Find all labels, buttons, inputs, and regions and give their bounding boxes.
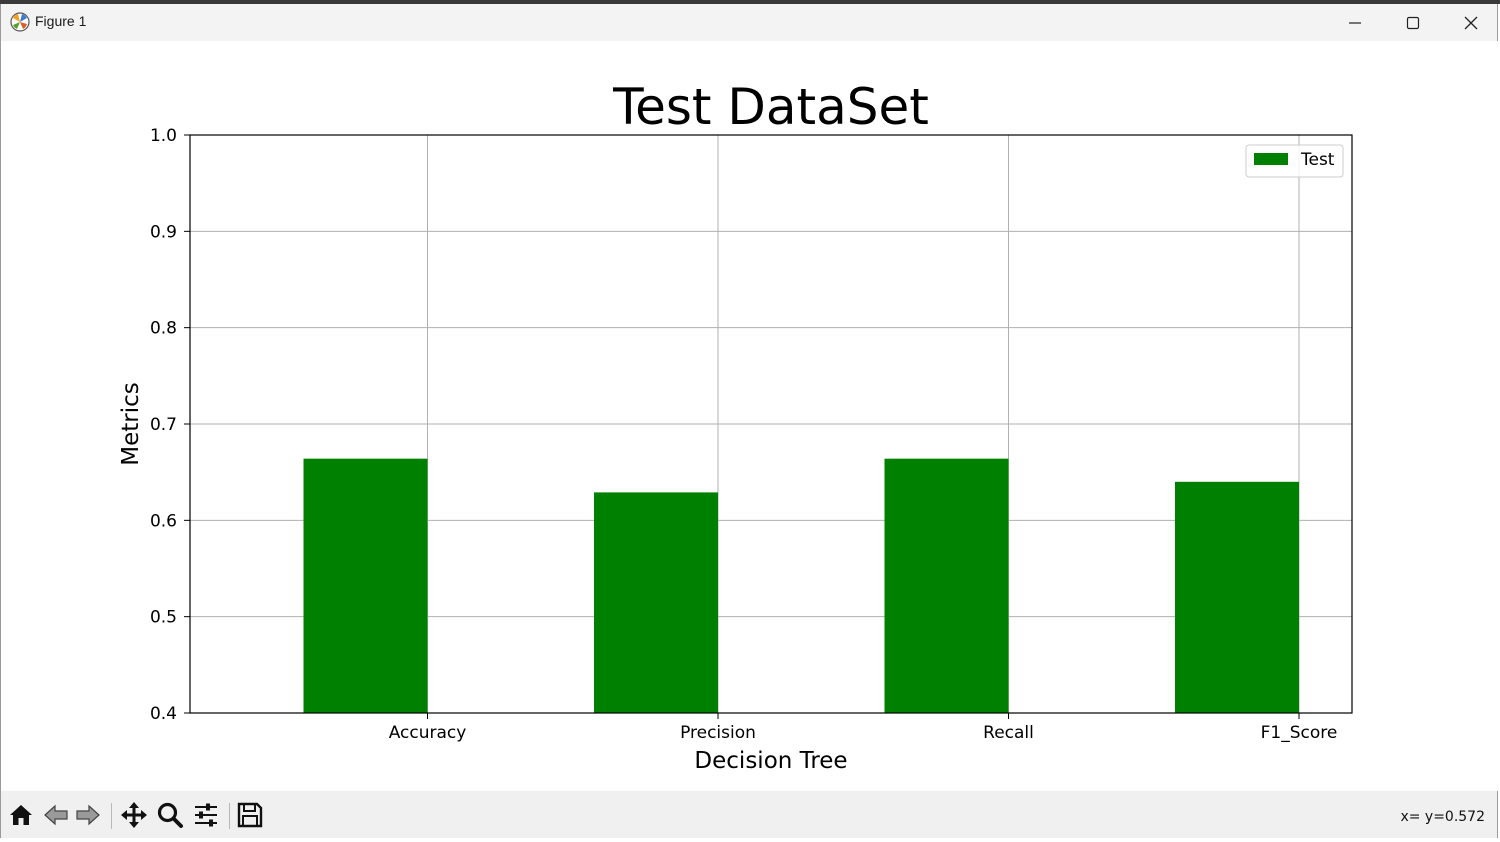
legend-swatch <box>1254 153 1288 165</box>
y-tick-label: 0.5 <box>150 608 177 628</box>
window-title: Figure 1 <box>35 13 87 29</box>
figure-canvas[interactable]: 0.4 0.5 0.6 0.7 0.8 0.9 1.0 Accuracy Precision R… <box>1 41 1499 791</box>
zoom-button[interactable] <box>154 799 186 831</box>
home-button[interactable] <box>5 799 37 831</box>
cursor-coordinates: x= y=0.572 <box>1400 809 1485 825</box>
pan-icon <box>121 802 147 828</box>
y-tick-label: 0.6 <box>150 511 177 531</box>
bar-recall <box>884 458 1009 713</box>
y-tick-label: 1.0 <box>150 126 177 146</box>
close-button[interactable] <box>1442 4 1500 41</box>
bar-f1_score <box>1175 481 1299 713</box>
back-icon <box>44 804 68 826</box>
y-tick-label: 0.4 <box>150 704 177 724</box>
y-tick-label: 0.8 <box>150 319 177 339</box>
desktop-strip <box>0 0 1500 4</box>
figure-window: Figure 1 0.4 0.5 0.6 0.7 0.8 0.9 1.0 Accuracy P… <box>0 4 1499 838</box>
x-tick-label: Accuracy <box>389 723 467 743</box>
bar-accuracy <box>303 458 428 713</box>
save-icon <box>237 802 263 828</box>
bar-chart: 0.4 0.5 0.6 0.7 0.8 0.9 1.0 Accuracy Precision R… <box>118 78 1353 774</box>
legend: Test <box>1245 144 1344 178</box>
zoom-icon <box>157 802 183 828</box>
legend-label: Test <box>1300 150 1335 170</box>
forward-button[interactable] <box>72 799 104 831</box>
save-button[interactable] <box>234 799 266 831</box>
y-tick-label: 0.9 <box>150 222 177 242</box>
configure-subplots-icon <box>195 803 217 827</box>
x-tick-label: Precision <box>680 723 756 743</box>
chart-title: Test DataSet <box>612 78 929 136</box>
back-button[interactable] <box>40 799 72 831</box>
y-tick-label: 0.7 <box>150 415 177 435</box>
title-bar[interactable]: Figure 1 <box>1 4 1497 41</box>
toolbar-separator <box>111 803 112 829</box>
minimize-button[interactable] <box>1326 4 1384 41</box>
home-icon <box>10 805 32 825</box>
pan-button[interactable] <box>118 799 150 831</box>
bottom-edge <box>0 838 1500 842</box>
close-icon <box>1464 16 1478 29</box>
bar-precision <box>594 492 718 713</box>
maximize-button[interactable] <box>1384 4 1442 41</box>
forward-icon <box>76 804 100 826</box>
x-tick-label: Recall <box>983 723 1034 743</box>
minimize-icon <box>1349 21 1361 24</box>
x-axis-label: Decision Tree <box>694 748 847 774</box>
toolbar-separator <box>229 803 230 829</box>
y-axis-label: Metrics <box>118 382 144 466</box>
x-tick-label: F1_Score <box>1261 723 1338 743</box>
maximize-icon <box>1406 16 1420 29</box>
navigation-toolbar: x= y=0.572 <box>1 791 1497 838</box>
matplotlib-logo-icon <box>10 12 30 32</box>
configure-subplots-button[interactable] <box>190 799 222 831</box>
